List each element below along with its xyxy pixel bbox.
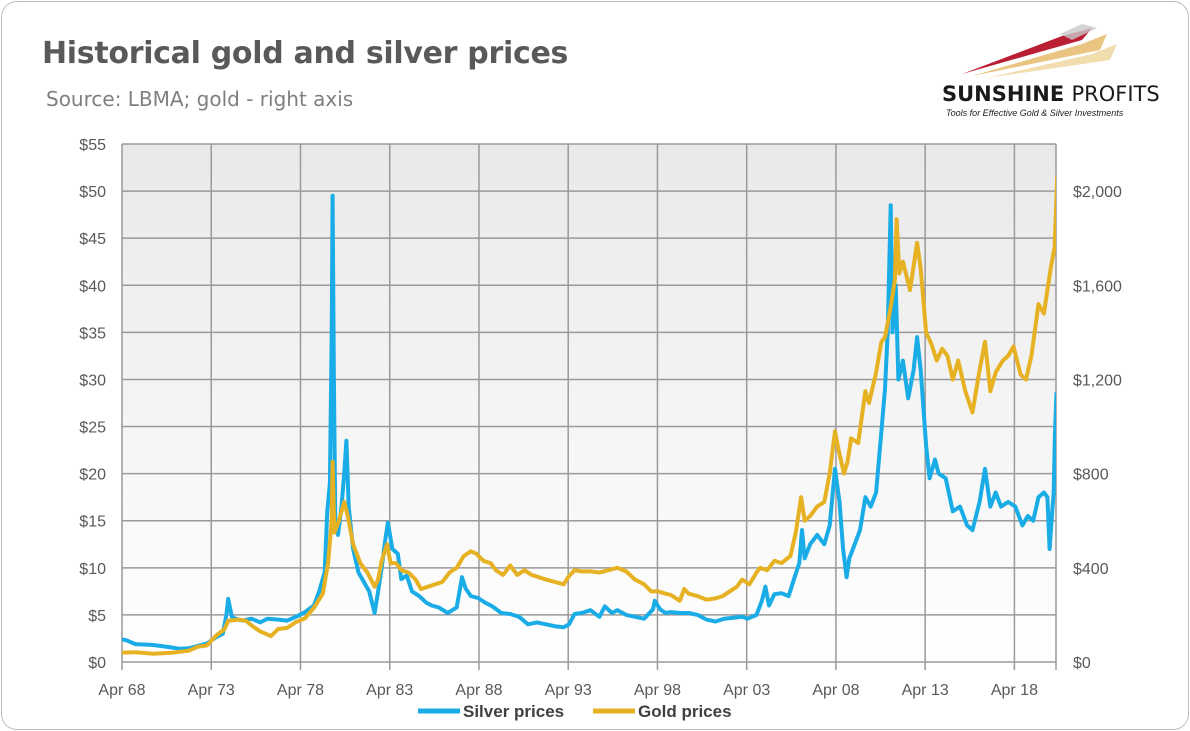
sunshine-profits-logo: SUNSHINE PROFITS Tools for Effective Gol… [932,20,1177,120]
right-tick-label: $0 [1073,655,1091,672]
x-axis-ticks: Apr 68 Apr 73 Apr 78 Apr 83 Apr 88 Apr 93 Apr … [98,682,1038,699]
left-tick-label: $30 [79,372,106,389]
logo-tagline: Tools for Effective Gold & Silver Invest… [946,108,1124,118]
right-tick-label: $1,200 [1073,372,1122,389]
x-tick-label: Apr 93 [545,682,592,699]
x-tick-label: Apr 18 [991,682,1038,699]
right-tick-label: $800 [1073,467,1109,484]
right-tick-label: $2,000 [1073,184,1122,201]
plot-area [122,144,1056,662]
left-tick-label: $50 [79,184,106,201]
legend-gold-label: Gold prices [638,702,732,721]
x-tick-label: Apr 78 [277,682,324,699]
logo-name: SUNSHINE PROFITS [942,82,1160,106]
left-tick-label: $35 [79,325,106,342]
left-tick-label: $55 [79,137,106,154]
silver-price-line [122,193,1056,651]
left-tick-label: $15 [79,514,106,531]
chart-title: Historical gold and silver prices [42,36,569,71]
left-tick-label: $20 [79,467,106,484]
x-tick-label: Apr 03 [723,682,770,699]
series-lines [122,175,1056,656]
left-tick-label: $10 [79,561,106,578]
chart-subtitle: Source: LBMA; gold - right axis [46,87,354,111]
x-tick-label: Apr 98 [634,682,681,699]
left-tick-label: $45 [79,231,106,248]
gold-price-line [122,175,1056,656]
right-tick-label: $1,600 [1073,278,1122,295]
left-tick-label: $5 [88,608,106,625]
x-tick-label: Apr 68 [98,682,145,699]
x-tick-label: Apr 73 [188,682,235,699]
left-tick-label: $40 [79,278,106,295]
left-tick-label: $25 [79,420,106,437]
logo-swoosh-icon [962,24,1117,78]
legend: Silver prices Gold prices [418,702,732,721]
x-tick-label: Apr 83 [366,682,413,699]
left-tick-label: $0 [88,655,106,672]
right-tick-label: $400 [1073,561,1109,578]
x-tick-label: Apr 13 [902,682,949,699]
legend-silver-label: Silver prices [463,702,564,721]
right-axis-ticks: $0 $400 $800 $1,200 $1,600 $2,000 [1073,184,1122,672]
x-tick-label: Apr 88 [455,682,502,699]
left-axis-ticks: $0 $5 $10 $15 $20 $25 $30 $35 $40 $45 $50 $55 [79,137,106,672]
x-tick-label: Apr 08 [812,682,859,699]
